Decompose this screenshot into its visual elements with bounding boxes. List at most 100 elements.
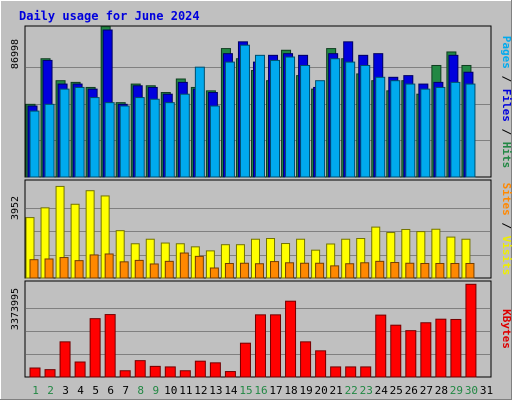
x-label-day-15: 15	[239, 384, 252, 397]
bar-kbytes-day-2	[44, 369, 56, 378]
bar-sites-day-25	[390, 262, 400, 279]
legend-part-2: Files	[500, 89, 512, 122]
bar-pages-day-18	[285, 56, 296, 178]
bar-pages-day-23	[360, 64, 371, 178]
bar-sites-day-27	[420, 262, 430, 279]
bar-pages-day-10	[164, 102, 175, 178]
bar-pages-day-9	[149, 98, 160, 178]
series-pages	[29, 44, 476, 178]
x-label-day-14: 14	[224, 384, 238, 397]
bar-kbytes-day-7	[119, 370, 131, 378]
bar-sites-day-29	[450, 262, 460, 279]
bar-kbytes-day-29	[450, 318, 462, 378]
panel-hits-files-pages-legend: Pages / Files / Hits	[500, 36, 512, 169]
x-label-day-29: 29	[450, 384, 463, 397]
bar-sites-day-23	[360, 262, 370, 279]
series-sites	[29, 252, 475, 279]
bar-pages-day-12	[194, 66, 205, 178]
bar-sites-day-7	[119, 261, 129, 279]
x-label-day-13: 13	[209, 384, 222, 397]
bar-sites-day-12	[194, 255, 204, 279]
bar-kbytes-day-12	[194, 360, 206, 378]
bar-kbytes-day-11	[179, 370, 191, 378]
bar-sites-day-26	[405, 262, 415, 279]
bar-kbytes-day-22	[345, 366, 357, 378]
chart-title: Daily usage for June 2024	[19, 9, 200, 23]
bar-pages-day-21	[330, 58, 341, 178]
bar-kbytes-day-21	[330, 366, 342, 378]
bar-kbytes-day-14	[224, 371, 236, 378]
bar-sites-day-13	[209, 267, 219, 279]
panel-visits-sites-legend: Sites / Visits	[500, 183, 512, 276]
bar-pages-day-6	[104, 102, 115, 178]
bar-sites-day-4	[74, 260, 84, 279]
bar-pages-day-27	[420, 88, 431, 178]
bar-kbytes-day-13	[209, 362, 221, 378]
bar-sites-day-22	[345, 263, 355, 279]
x-label-day-16: 16	[254, 384, 267, 397]
bar-pages-day-28	[435, 86, 446, 178]
bar-pages-day-14	[224, 61, 235, 178]
bar-pages-day-16	[254, 54, 265, 178]
bar-pages-day-26	[405, 83, 416, 178]
bar-sites-day-10	[164, 260, 174, 279]
panel-kbytes-max-label: 3373995	[10, 288, 21, 330]
x-label-day-18: 18	[284, 384, 297, 397]
bar-pages-day-3	[59, 88, 70, 178]
bar-pages-day-2	[44, 103, 55, 178]
bar-pages-day-15	[239, 44, 250, 178]
x-label-day-3: 3	[62, 384, 69, 397]
legend-part-1: /	[500, 216, 512, 236]
bar-kbytes-day-18	[285, 300, 297, 378]
bar-kbytes-day-30	[465, 283, 477, 378]
panel-hits-files-pages: 86998 Pages / Files / Hits	[10, 25, 512, 178]
x-label-day-5: 5	[92, 384, 99, 397]
bar-kbytes-day-4	[74, 361, 86, 378]
bar-pages-day-25	[390, 80, 401, 178]
bar-pages-day-11	[179, 93, 190, 178]
bar-kbytes-day-17	[270, 314, 282, 378]
bar-kbytes-day-6	[104, 314, 116, 378]
x-label-day-12: 12	[194, 384, 207, 397]
bar-pages-day-7	[119, 105, 130, 178]
x-label-day-11: 11	[179, 384, 192, 397]
x-label-day-28: 28	[435, 384, 448, 397]
bar-sites-day-8	[134, 259, 144, 279]
bar-pages-day-30	[465, 83, 476, 178]
bar-sites-day-3	[59, 257, 69, 279]
bar-kbytes-day-28	[435, 318, 447, 378]
x-label-day-20: 20	[315, 384, 328, 397]
bar-kbytes-day-25	[390, 324, 402, 378]
x-label-day-21: 21	[330, 384, 343, 397]
legend-part-4: Hits	[500, 142, 512, 169]
x-label-day-31: 31	[480, 384, 493, 397]
bar-kbytes-day-20	[315, 350, 327, 378]
x-label-day-25: 25	[390, 384, 403, 397]
bar-kbytes-day-26	[405, 330, 417, 378]
bar-pages-day-17	[270, 59, 281, 178]
bar-kbytes-day-5	[89, 318, 101, 378]
bar-pages-day-24	[375, 76, 386, 178]
panel-visits-sites-max-label: 3952	[10, 196, 21, 220]
legend-part-0: Sites	[500, 183, 512, 216]
bar-kbytes-day-1	[29, 367, 41, 378]
bar-sites-day-14	[224, 262, 234, 279]
x-label-day-24: 24	[375, 384, 389, 397]
x-label-day-7: 7	[122, 384, 129, 397]
x-label-day-27: 27	[420, 384, 433, 397]
bar-sites-day-19	[300, 262, 310, 279]
bar-sites-day-20	[315, 262, 325, 279]
x-label-day-1: 1	[32, 384, 39, 397]
legend-part-3: /	[500, 122, 512, 142]
x-label-day-9: 9	[152, 384, 159, 397]
bar-sites-day-5	[89, 254, 99, 279]
bar-kbytes-day-16	[254, 314, 266, 378]
bar-pages-day-19	[300, 64, 311, 178]
bar-pages-day-1	[29, 110, 40, 178]
bar-kbytes-day-24	[375, 314, 387, 378]
bar-kbytes-day-15	[239, 342, 251, 378]
bar-sites-day-17	[270, 261, 280, 279]
panel-kbytes-legend: KBytes	[500, 309, 512, 349]
legend-part-0: Pages	[500, 36, 512, 69]
